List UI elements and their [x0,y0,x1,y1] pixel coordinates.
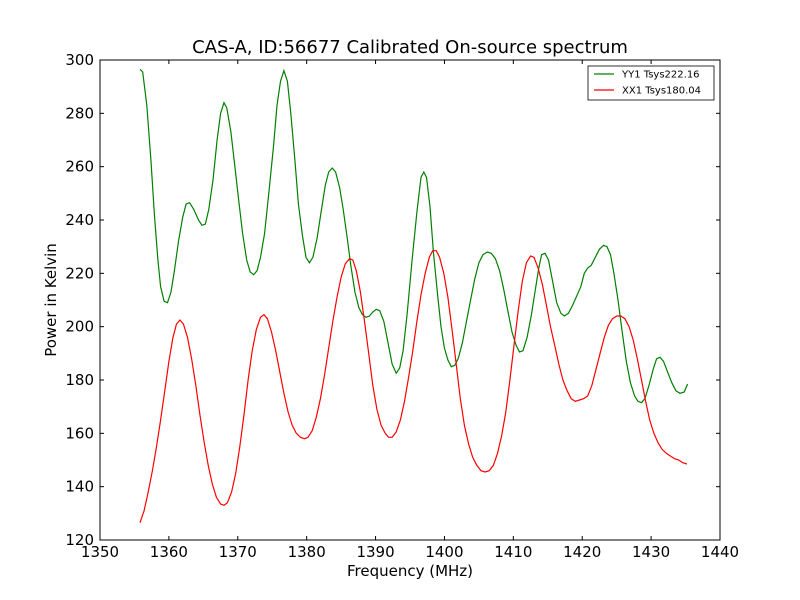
x-tick-label: 1360 [150,543,188,561]
x-tick-label: 1390 [356,543,394,561]
y-tick-label: 280 [65,104,94,122]
x-tick-label: 1410 [494,543,532,561]
x-tick-label: 1430 [632,543,670,561]
legend-label-1: YY1 Tsys222.16 [621,70,700,81]
x-axis-label: Frequency (MHz) [347,562,473,580]
x-tick-label: 1350 [81,543,119,561]
legend-box [587,65,715,101]
y-axis-label: Power in Kelvin [42,243,60,357]
series-layer [139,68,689,523]
y-tick-label: 180 [65,371,94,389]
legend-label-2: XX1 Tsys180.04 [622,86,701,97]
plot-area [100,60,720,540]
x-tick-label: 1440 [701,543,739,561]
series-line-1 [139,68,689,404]
x-tick-label: 1370 [219,543,257,561]
y-tick-label: 300 [65,51,94,69]
y-tick-label: 160 [65,424,94,442]
y-axis: 120 140 160 180 200 220 240 260 280 300 [65,51,720,549]
y-tick-label: 220 [65,264,94,282]
plot-frame [99,59,721,541]
chart-title: CAS-A, ID:56677 Calibrated On-source spe… [192,37,628,58]
legend: YY1 Tsys222.16 XX1 Tsys180.04 [587,65,715,101]
series-line-2 [139,250,688,523]
x-tick-label: 1380 [288,543,326,561]
y-tick-label: 260 [65,158,94,176]
y-tick-label: 120 [65,531,94,549]
x-tick-label: 1400 [425,543,463,561]
y-tick-label: 240 [65,211,94,229]
x-axis: 1350 1360 1370 1380 1390 1400 1410 1420 1430 1440 [81,60,739,561]
y-tick-label: 140 [65,478,94,496]
y-tick-label: 200 [65,318,94,336]
x-tick-label: 1420 [563,543,601,561]
